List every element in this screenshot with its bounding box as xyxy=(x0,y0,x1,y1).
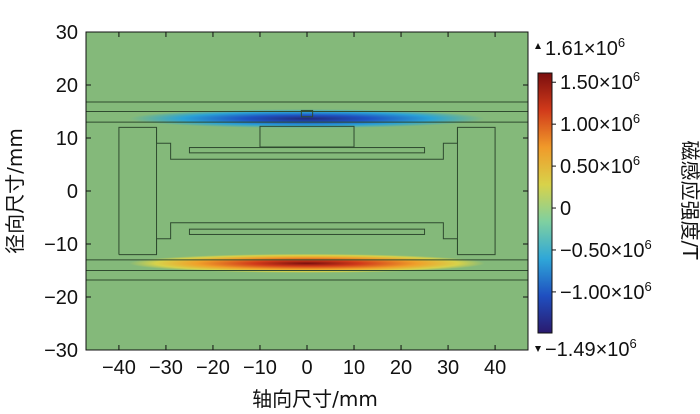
colorbar-gradient xyxy=(537,72,553,334)
colorbar-max-label: 1.61×106 xyxy=(545,35,625,60)
x-tick-label: −10 xyxy=(243,357,277,379)
field-background xyxy=(86,32,528,350)
upper-center-block xyxy=(259,125,355,148)
y-tick-label: 30 xyxy=(56,22,78,44)
field-band-upper xyxy=(129,109,485,129)
y-tick-label: 10 xyxy=(56,128,78,150)
colorbar-tick-label: −1.00×106 xyxy=(560,279,652,304)
device-geometry-outlines xyxy=(86,101,528,281)
lower-coil-slot xyxy=(188,228,426,235)
center-marker-block xyxy=(300,109,314,118)
colorbar-title: 磁感应强度/T xyxy=(678,141,700,261)
x-tick-label: 30 xyxy=(437,357,459,379)
y-tick-label: −10 xyxy=(44,234,78,256)
field-bands xyxy=(129,109,485,273)
y-tick-label: 0 xyxy=(67,181,78,203)
x-tick-label: −30 xyxy=(149,357,183,379)
x-tick-label: 20 xyxy=(390,357,412,379)
colorbar-tick-label: −0.50×106 xyxy=(560,237,652,262)
y-axis-title: 径向尺寸/mm xyxy=(3,128,27,254)
mover-outline xyxy=(118,126,496,256)
x-tick-label: −40 xyxy=(102,357,136,379)
upper-coil-slot xyxy=(188,147,426,154)
colorbar-min-marker xyxy=(535,346,541,352)
y-tick-label: −30 xyxy=(44,340,78,362)
y-axis-ticks: 30 20 10 0 −10 −20 −30 xyxy=(44,22,528,362)
colorbar-tick-label: 1.00×106 xyxy=(560,111,640,136)
x-tick-label: −20 xyxy=(196,357,230,379)
x-axis-ticks: −40 −30 −20 −10 0 10 20 30 40 xyxy=(102,32,506,379)
colorbar: 1.61×106 −1.49×106 1.50×106 1.00×106 0.50×… xyxy=(535,35,700,361)
colorbar-tick-label: 0 xyxy=(560,198,571,220)
x-tick-label: 10 xyxy=(343,357,365,379)
x-tick-label: 40 xyxy=(484,357,506,379)
y-tick-label: 20 xyxy=(56,75,78,97)
heatmap-plot-area xyxy=(86,32,528,350)
colorbar-max-marker xyxy=(535,43,541,49)
colorbar-tick-label: 1.50×106 xyxy=(560,69,640,94)
y-tick-label: −20 xyxy=(44,287,78,309)
x-tick-label: 0 xyxy=(301,357,312,379)
field-band-lower xyxy=(129,253,485,273)
x-axis-title: 轴向尺寸/mm xyxy=(252,387,378,411)
colorbar-min-label: −1.49×106 xyxy=(545,336,637,361)
colorbar-ticks: 1.50×106 1.00×106 0.50×106 0 −0.50×106 −1.00×… xyxy=(552,69,652,304)
colorbar-tick-label: 0.50×106 xyxy=(560,153,640,178)
